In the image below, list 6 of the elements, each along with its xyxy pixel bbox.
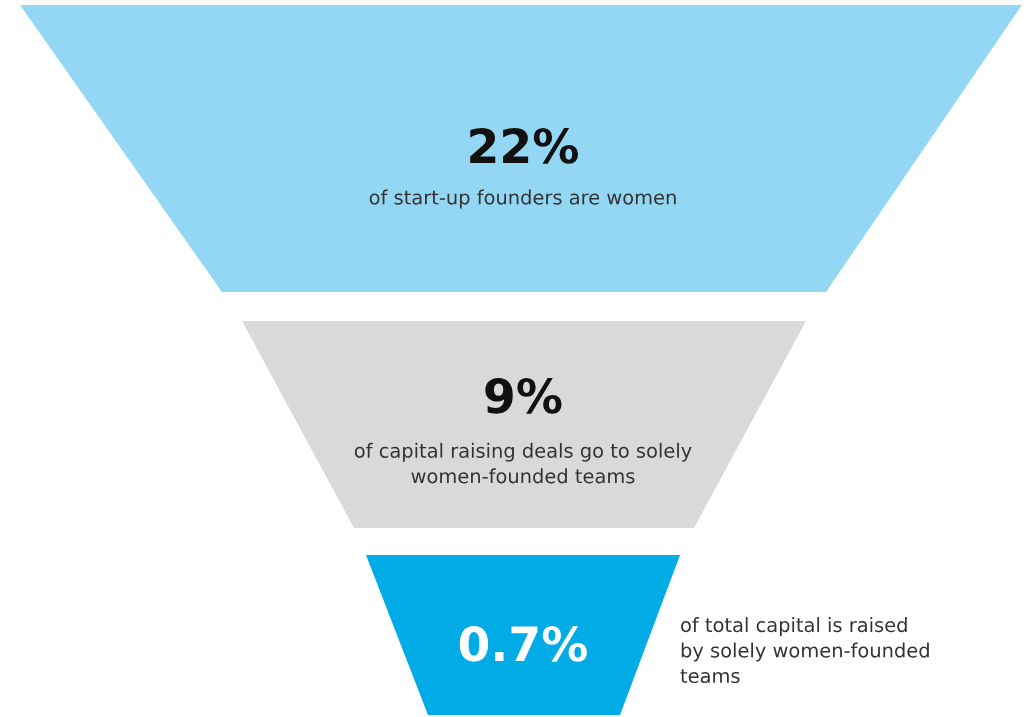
data-label: 9%: [485, 377, 562, 414]
category-label: of capital raising deals go to solely women-founded teams: [354, 442, 692, 484]
data-label: 22%: [470, 127, 579, 164]
data-label: 0.7%: [459, 625, 587, 662]
category-label: of start-up founders are women: [369, 189, 676, 209]
category-label: of total capital is raised by solely women-founded teams: [680, 617, 929, 684]
